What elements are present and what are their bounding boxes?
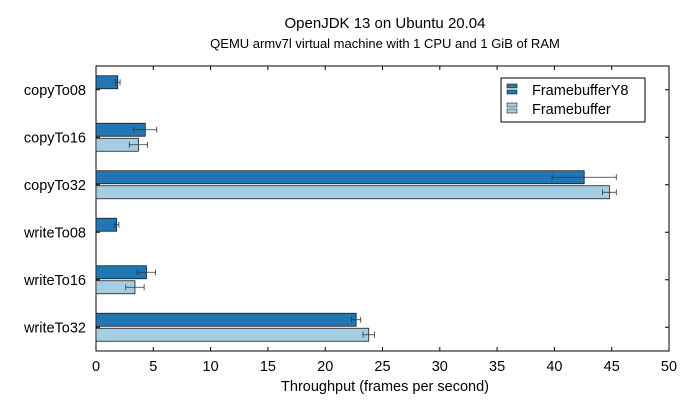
x-tick-label-10: 10 (203, 359, 219, 375)
legend-swatch-bottom-Framebuffer (506, 108, 518, 114)
legend-swatch-top-Framebuffer (506, 102, 518, 108)
bar-Framebuffer-copyTo32 (95, 185, 610, 200)
x-tick-label-15: 15 (260, 359, 276, 375)
legend-label-Framebuffer: Framebuffer (532, 102, 611, 118)
bar-FramebufferY8-writeTo08 (95, 217, 118, 232)
category-label-writeTo16: writeTo16 (23, 273, 86, 289)
legend-label-FramebufferY8: FramebufferY8 (532, 83, 628, 99)
category-label-writeTo32: writeTo32 (23, 320, 86, 336)
x-axis-title: Throughput (frames per second) (281, 379, 489, 395)
bar-FramebufferY8-copyTo08 (95, 75, 119, 90)
bar-FramebufferY8-writeTo32 (95, 312, 357, 327)
y-axis: copyTo08 copyTo16 copyTo32 writeTo08 writeTo… (23, 83, 669, 336)
chart-title: OpenJDK 13 on Ubuntu 20.04 (285, 15, 486, 32)
legend: FramebufferY8 Framebuffer (500, 77, 646, 123)
legend-swatch-top-FramebufferY8 (506, 83, 518, 89)
x-tick-label-20: 20 (317, 359, 333, 375)
category-label-writeTo08: writeTo08 (23, 225, 86, 241)
x-axis: 0 5 10 15 20 25 30 35 40 45 50 (92, 66, 677, 375)
x-tick-label-40: 40 (546, 359, 562, 375)
chart-subtitle: QEMU armv7l virtual machine with 1 CPU a… (210, 36, 560, 51)
bars-layer (95, 75, 617, 342)
x-tick-label-5: 5 (149, 359, 157, 375)
legend-swatch-bottom-FramebufferY8 (506, 89, 518, 95)
x-tick-label-50: 50 (661, 359, 677, 375)
bar-Framebuffer-writeTo32 (95, 327, 370, 342)
x-tick-label-30: 30 (432, 359, 448, 375)
category-label-copyTo16: copyTo16 (24, 130, 86, 146)
legend-box (500, 77, 646, 123)
x-tick-label-0: 0 (92, 359, 100, 375)
bar-FramebufferY8-copyTo32 (95, 170, 585, 185)
x-tick-label-45: 45 (604, 359, 620, 375)
x-tick-label-25: 25 (374, 359, 390, 375)
category-label-copyTo08: copyTo08 (24, 83, 86, 99)
category-label-copyTo32: copyTo32 (24, 178, 86, 194)
x-tick-label-35: 35 (489, 359, 505, 375)
